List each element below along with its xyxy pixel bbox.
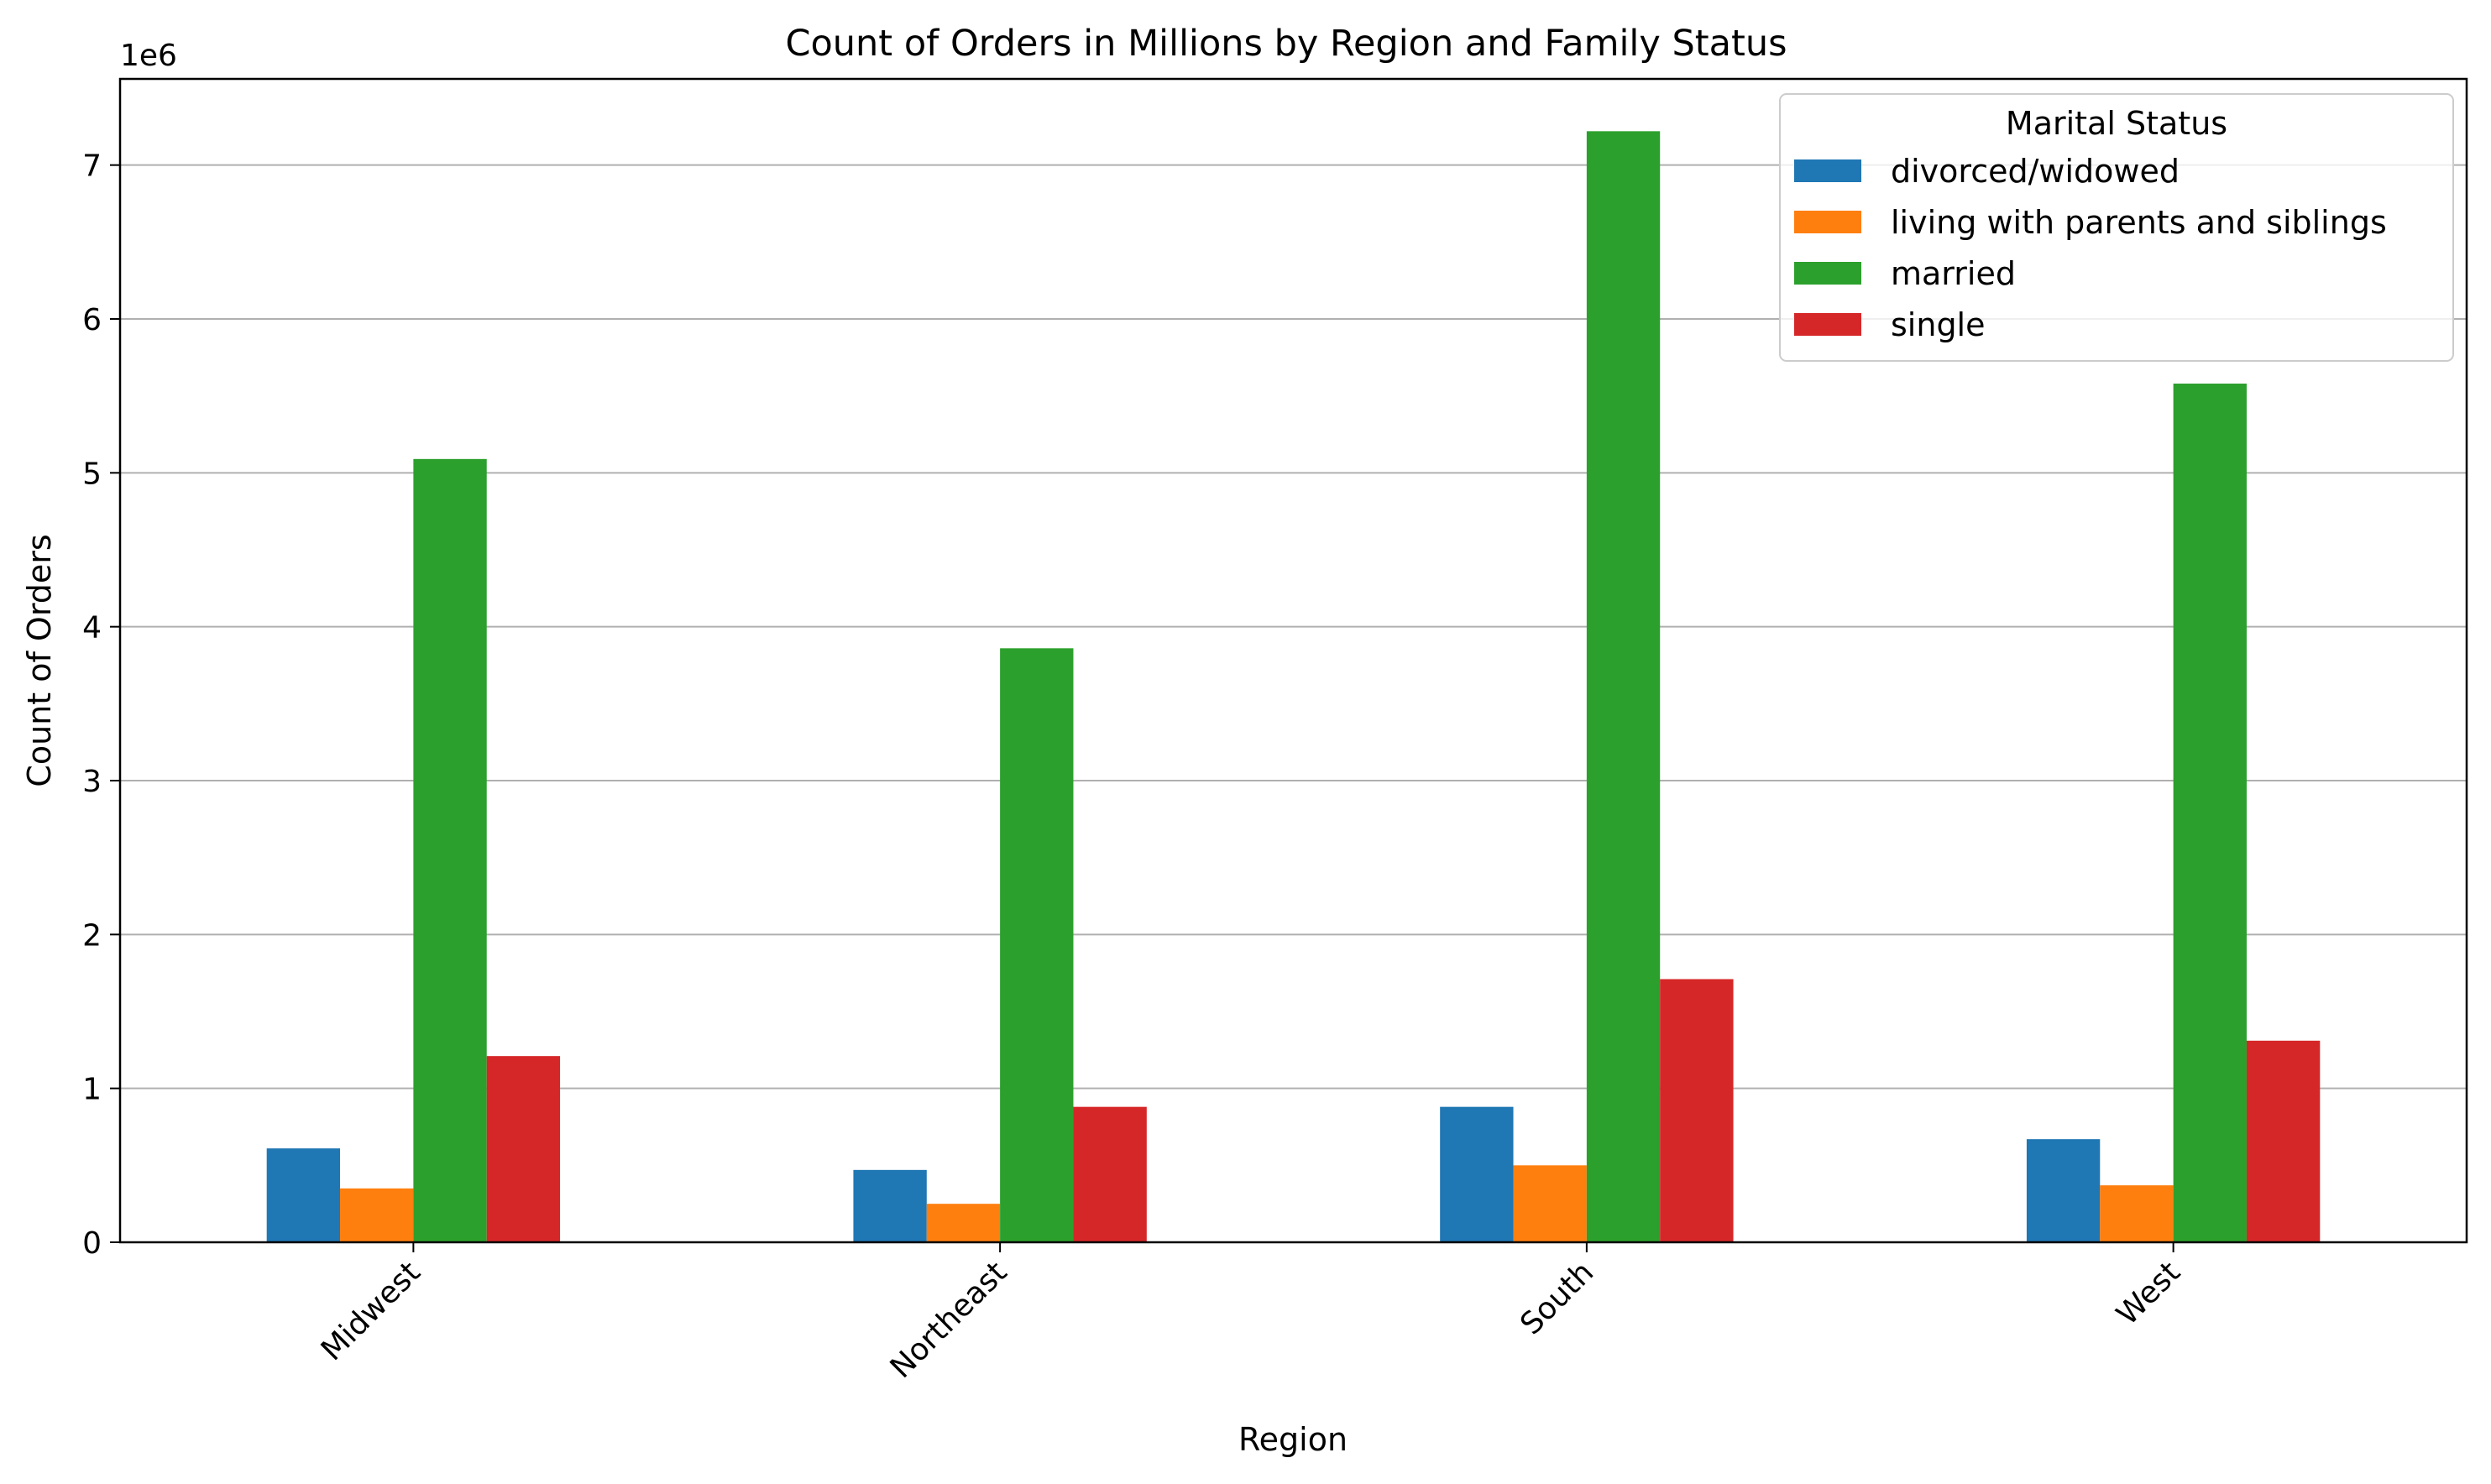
legend-label: single bbox=[1891, 306, 1986, 343]
bar bbox=[1073, 1106, 1147, 1242]
legend-swatch bbox=[1794, 159, 1861, 182]
legend-items: divorced/widowed living with parents and … bbox=[1794, 153, 2387, 343]
legend-label: living with parents and siblings bbox=[1891, 204, 2387, 241]
y-axis-label: Count of Orders bbox=[21, 534, 58, 786]
legend-swatch bbox=[1794, 262, 1861, 285]
bar bbox=[1000, 648, 1074, 1242]
bar bbox=[2100, 1185, 2174, 1242]
y-tick-label: 4 bbox=[82, 611, 102, 645]
legend-swatch bbox=[1794, 313, 1861, 336]
bar bbox=[486, 1056, 561, 1242]
y-tick-label: 5 bbox=[82, 457, 102, 491]
bar bbox=[2173, 384, 2247, 1242]
y-axis-offset-label: 1e6 bbox=[120, 39, 177, 73]
bar bbox=[1586, 131, 1661, 1242]
bar bbox=[1513, 1165, 1587, 1242]
y-tick-label: 2 bbox=[82, 918, 102, 953]
bar bbox=[266, 1148, 341, 1242]
y-tick-label: 7 bbox=[82, 149, 102, 184]
legend-label: married bbox=[1891, 255, 2016, 292]
legend-swatch bbox=[1794, 211, 1861, 233]
y-tick-label: 6 bbox=[82, 303, 102, 337]
legend: Marital Status divorced/widowed living wi… bbox=[1779, 93, 2454, 362]
legend-label: divorced/widowed bbox=[1891, 153, 2180, 190]
bar bbox=[853, 1169, 927, 1242]
y-axis-ticks: 0 1 2 3 4 5 6 7 bbox=[82, 149, 120, 1261]
bar bbox=[926, 1204, 1001, 1242]
bar bbox=[2026, 1139, 2101, 1242]
bar bbox=[1440, 1106, 1514, 1242]
y-tick-label: 1 bbox=[82, 1073, 102, 1107]
chart-title: Count of Orders in Millions by Region an… bbox=[785, 23, 1787, 65]
bar bbox=[413, 458, 487, 1242]
legend-box bbox=[1779, 93, 2454, 362]
bars bbox=[266, 131, 2321, 1242]
bar bbox=[1660, 979, 1734, 1242]
y-tick-label: 0 bbox=[82, 1226, 102, 1261]
bar bbox=[2246, 1040, 2321, 1242]
bar bbox=[340, 1188, 414, 1242]
y-tick-label: 3 bbox=[82, 765, 102, 799]
plot-area-frame bbox=[118, 77, 2468, 1244]
x-axis-label: Region bbox=[1238, 1421, 1348, 1458]
legend-title: Marital Status bbox=[2006, 105, 2227, 142]
